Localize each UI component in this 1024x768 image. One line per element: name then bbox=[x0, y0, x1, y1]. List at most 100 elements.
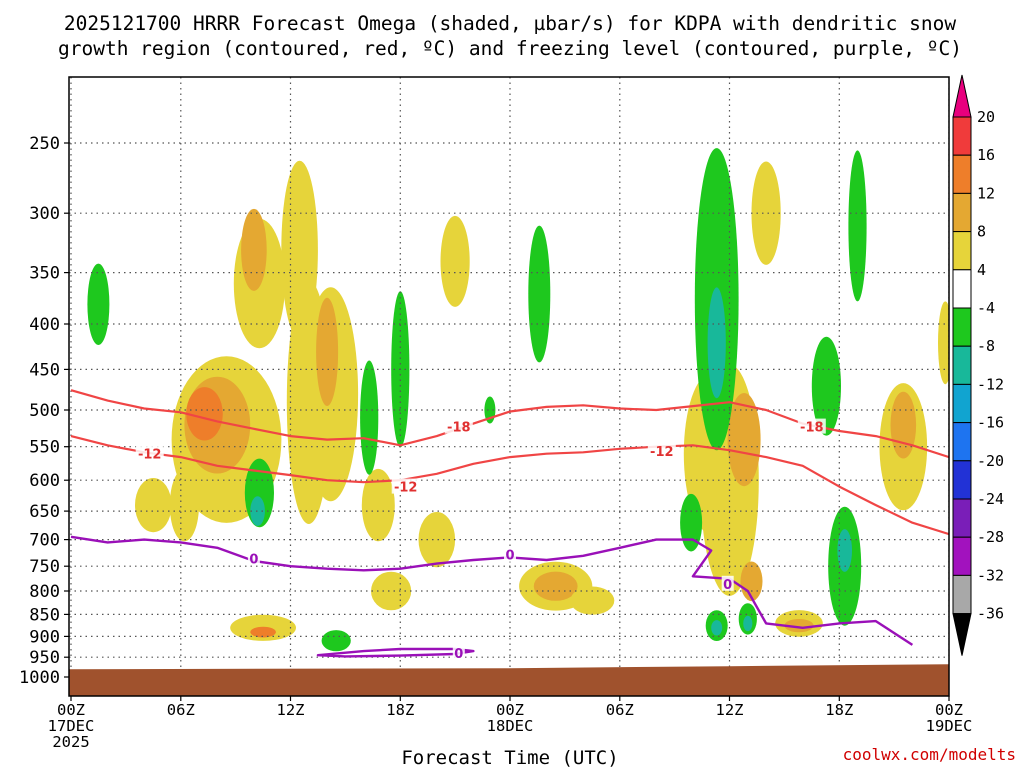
omega-cell bbox=[321, 630, 351, 652]
contour-label-bg bbox=[797, 418, 826, 434]
omega-cell bbox=[169, 468, 199, 542]
colorbar-label: -28 bbox=[977, 528, 1004, 546]
contour-label-bg bbox=[721, 575, 734, 591]
omega-cell bbox=[250, 496, 265, 526]
y-tick-label: 450 bbox=[29, 360, 60, 380]
colorbar-swatch bbox=[952, 116, 972, 156]
y-tick-label: 400 bbox=[29, 315, 60, 335]
omega-cell bbox=[316, 297, 339, 406]
colorbar-swatch bbox=[952, 460, 972, 500]
colorbar-label: 16 bbox=[977, 146, 995, 164]
x-tick-label: 00Z bbox=[57, 701, 85, 719]
colorbar-label: 4 bbox=[977, 261, 986, 279]
colorbar-swatch bbox=[952, 231, 972, 271]
dgz-contour-minus12 bbox=[70, 435, 949, 536]
omega-cell bbox=[743, 615, 753, 632]
omega-cell bbox=[707, 287, 726, 399]
colorbar-label: -4 bbox=[977, 299, 995, 317]
omega-cell bbox=[848, 150, 867, 302]
y-tick-label: 650 bbox=[29, 502, 60, 522]
colorbar-swatch bbox=[952, 498, 972, 538]
colorbar: 20 16 12 8 4 -4 -8 -12 -16 -20 -24 -28 -32 -36 bbox=[952, 74, 1004, 656]
freezing-level-low-contour bbox=[316, 647, 475, 658]
x-tick-label: 12Z bbox=[716, 701, 744, 719]
colorbar-swatch bbox=[952, 154, 972, 194]
omega-cell bbox=[711, 620, 723, 636]
x-tick-label: 00Z bbox=[496, 701, 524, 719]
omega-cell bbox=[418, 511, 456, 568]
contour-label: -12 bbox=[138, 448, 162, 463]
ground-layer bbox=[69, 664, 949, 696]
colorbar-swatch bbox=[952, 307, 972, 347]
contour-label: 0 bbox=[249, 552, 258, 567]
omega-cell bbox=[528, 225, 551, 363]
omega-cell bbox=[938, 301, 949, 385]
contours: -12 -18 -12 -12 -18 0 0 0 0 bbox=[70, 389, 949, 662]
x-tick-label: 19DEC bbox=[926, 717, 973, 735]
y-tick-label: 850 bbox=[29, 605, 60, 625]
x-tick-label: 18Z bbox=[386, 701, 414, 719]
plot-frame bbox=[68, 76, 950, 697]
omega-cell bbox=[360, 360, 379, 475]
colorbar-label: -16 bbox=[977, 414, 1004, 432]
contour-label: -18 bbox=[800, 421, 824, 436]
omega-cell bbox=[371, 571, 412, 611]
omega-cell bbox=[250, 626, 276, 638]
y-tick-label: 950 bbox=[29, 648, 60, 668]
plot-area: -12 -18 -12 -12 -18 0 0 0 0 bbox=[69, 77, 949, 696]
colorbar-swatch bbox=[952, 269, 972, 309]
omega-cell bbox=[361, 468, 395, 542]
colorbar-label: 12 bbox=[977, 184, 995, 202]
contour-label: 0 bbox=[723, 578, 732, 593]
omega-cell bbox=[890, 391, 917, 459]
omega-cell bbox=[680, 493, 703, 552]
y-tick-label: 900 bbox=[29, 627, 60, 647]
contour-label: -12 bbox=[394, 481, 418, 496]
x-tick-label: 00Z bbox=[935, 701, 963, 719]
omega-shading bbox=[87, 148, 949, 652]
colorbar-swatch bbox=[952, 345, 972, 385]
colorbar-label: 8 bbox=[977, 223, 986, 241]
colorbar-label: -8 bbox=[977, 337, 995, 355]
contour-label-bg bbox=[444, 418, 473, 434]
omega-cell bbox=[837, 529, 852, 572]
omega-cell bbox=[727, 393, 761, 487]
contour-label: -12 bbox=[650, 445, 674, 460]
contour-label: 0 bbox=[454, 647, 463, 662]
omega-cell bbox=[135, 478, 172, 533]
x-tick-label: 06Z bbox=[167, 701, 195, 719]
y-tick-label: 700 bbox=[29, 531, 60, 551]
contour-label-bg bbox=[452, 645, 465, 661]
colorbar-swatch bbox=[952, 192, 972, 233]
y-tick-label: 600 bbox=[29, 471, 60, 491]
colorbar-label: -12 bbox=[977, 375, 1004, 393]
contour-label-bg bbox=[135, 445, 164, 461]
contour-label-bg bbox=[391, 478, 420, 494]
y-tick-label: 250 bbox=[29, 134, 60, 154]
omega-cell bbox=[570, 586, 615, 615]
omega-cell bbox=[751, 161, 781, 265]
colorbar-label: -24 bbox=[977, 490, 1004, 508]
x-axis-title: Forecast Time (UTC) bbox=[401, 747, 618, 768]
colorbar-label: -32 bbox=[977, 566, 1004, 584]
omega-cell bbox=[241, 208, 267, 291]
omega-cell bbox=[440, 215, 470, 307]
x-tick-label: 12Z bbox=[277, 701, 305, 719]
credit-text: coolwx.com/modelts bbox=[843, 745, 1016, 764]
contour-label-bg bbox=[647, 442, 676, 458]
omega-cell bbox=[533, 571, 578, 601]
chart-title-line-1: 2025121700 HRRR Forecast Omega (shaded, … bbox=[64, 12, 956, 35]
colorbar-label: 20 bbox=[977, 108, 995, 126]
colorbar-swatch bbox=[952, 574, 972, 615]
x-tick-label: 18DEC bbox=[487, 717, 534, 735]
omega-cell bbox=[186, 387, 223, 441]
colorbar-label: -20 bbox=[977, 452, 1004, 470]
colorbar-swatch-bottom bbox=[952, 613, 972, 656]
chart-title-line-2: growth region (contoured, red, ºC) and f… bbox=[58, 37, 962, 60]
y-axis: 2503003504004505005506006507007508008509… bbox=[19, 134, 69, 688]
colorbar-swatch-top bbox=[952, 74, 972, 118]
y-tick-label: 800 bbox=[29, 582, 60, 602]
contour-label: 0 bbox=[505, 549, 514, 564]
